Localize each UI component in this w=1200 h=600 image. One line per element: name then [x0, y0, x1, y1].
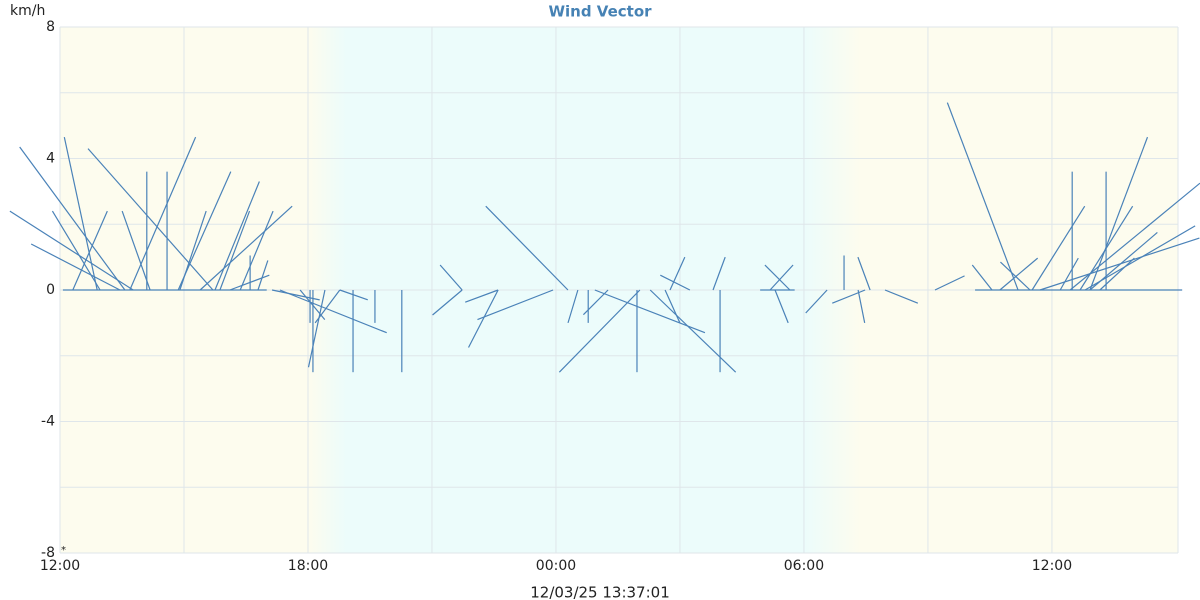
- wind-vector: [87, 148, 214, 291]
- wind-vector: [999, 257, 1039, 291]
- x-tick-label: 12:00: [40, 558, 80, 574]
- wind-vector: [257, 260, 269, 291]
- y-tick-label: 0: [46, 282, 55, 298]
- wind-vector: [649, 289, 737, 373]
- y-tick-label: -4: [41, 414, 55, 430]
- wind-vector: [465, 289, 499, 303]
- y-tick-label: 4: [46, 151, 55, 167]
- y-axis-label: km/h: [10, 3, 45, 19]
- wind-vector: [477, 289, 554, 321]
- wind-vector: [179, 210, 207, 291]
- wind-vector: [339, 289, 368, 301]
- wind-vector: [805, 289, 828, 314]
- wind-vector: [1000, 261, 1031, 291]
- wind-vector: [857, 289, 866, 323]
- x-tick-label: 18:00: [288, 558, 328, 574]
- y-tick-label: -8: [41, 545, 55, 561]
- wind-vector: [432, 289, 463, 316]
- corner-mark: *: [61, 545, 66, 556]
- wind-vector: [1069, 182, 1200, 291]
- x-tick-label: 00:00: [536, 558, 576, 574]
- wind-vector: [764, 264, 791, 291]
- wind-vector: [971, 264, 993, 291]
- wind-vector: [485, 205, 569, 291]
- wind-vector: [19, 146, 126, 291]
- wind-vector: [279, 289, 387, 334]
- wind-vector: [558, 289, 641, 373]
- wind-vector: [774, 289, 789, 324]
- wind-vector: [214, 181, 260, 291]
- wind-vector: [664, 289, 681, 324]
- wind-vector: [314, 289, 341, 324]
- wind-vector: [857, 256, 871, 291]
- wind-vector: [439, 264, 463, 291]
- wind-vector: [567, 289, 579, 324]
- wind-vector: [884, 289, 919, 304]
- x-tick-label: 06:00: [784, 558, 824, 574]
- wind-vector: [219, 210, 251, 291]
- wind-vector: [307, 289, 326, 368]
- wind-vector: [51, 210, 101, 291]
- wind-vector: [9, 210, 134, 291]
- wind-vector: [832, 289, 866, 304]
- wind-vector: [467, 289, 499, 348]
- wind-vector: [1089, 136, 1149, 291]
- vectors: [9, 102, 1200, 373]
- x-tick-label: 12:00: [1032, 558, 1072, 574]
- wind-vector: [946, 102, 1019, 291]
- wind-vector: [1089, 232, 1158, 291]
- wind-vector: [1039, 237, 1200, 291]
- wind-vector: [1059, 257, 1079, 291]
- wind-vector: [271, 289, 320, 301]
- wind-vector: [72, 210, 108, 291]
- chart-title: Wind Vector: [548, 3, 652, 21]
- wind-vector: [30, 243, 121, 291]
- wind-vector: [1099, 257, 1135, 291]
- wind-vector: [769, 264, 794, 291]
- footer-timestamp: 12/03/25 13:37:01: [530, 584, 670, 600]
- wind-vector: [1079, 205, 1134, 291]
- y-tick-label: 8: [46, 19, 55, 35]
- wind-vector: [934, 275, 965, 291]
- wind-vector: [660, 274, 691, 291]
- wind-vector: [121, 210, 151, 291]
- wind-vector: [669, 256, 686, 291]
- wind-vector: [199, 205, 293, 291]
- wind-vector: [239, 210, 274, 291]
- wind-vector: [1031, 205, 1086, 291]
- wind-vector: [712, 256, 726, 291]
- wind-vector: [63, 137, 98, 291]
